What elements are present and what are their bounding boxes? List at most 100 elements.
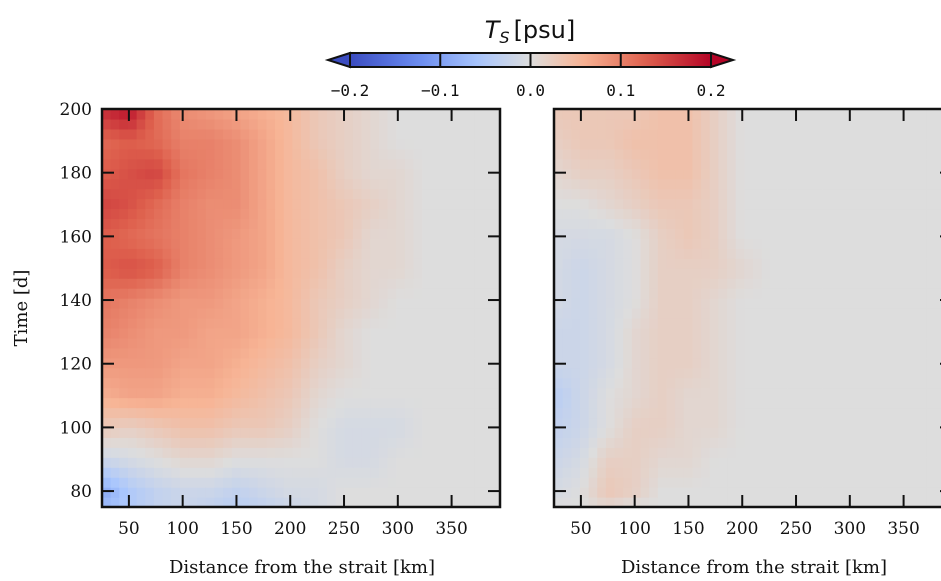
heatmap-cell (649, 288, 659, 299)
heatmap-cell (188, 407, 198, 419)
heatmap-cell (865, 487, 875, 498)
heatmap-cell (301, 188, 311, 200)
heatmap-cell (491, 118, 501, 130)
heatmap-cell (804, 208, 815, 220)
heatmap-cell (865, 367, 875, 379)
heatmap-cell (882, 218, 893, 229)
heatmap-cell (439, 308, 449, 319)
heatmap-cell (249, 158, 259, 170)
heatmap-cell (448, 387, 458, 399)
heatmap-cell (709, 487, 719, 498)
heatmap-cell (102, 367, 112, 379)
heatmap-cell (631, 198, 642, 210)
heatmap-cell (352, 387, 363, 399)
heatmap-cell (171, 298, 181, 309)
heatmap-cell (813, 218, 823, 229)
heatmap-cell (240, 308, 250, 319)
heatmap-cell (822, 278, 832, 289)
heatmap-cell (370, 278, 380, 289)
heatmap-cell (162, 497, 172, 508)
heatmap-cell (326, 397, 337, 409)
heatmap-cell (249, 327, 259, 339)
heatmap-cell (413, 308, 423, 319)
heatmap-cell (491, 377, 501, 389)
heatmap-cell (396, 138, 406, 150)
heatmap-cell (257, 288, 267, 299)
heatmap-cell (735, 497, 745, 508)
heatmap-cell (430, 357, 441, 369)
heatmap-cell (675, 188, 685, 200)
heatmap-cell (240, 248, 250, 259)
heatmap-cell (396, 158, 406, 170)
heatmap-cell (214, 367, 224, 379)
heatmap-cell (735, 437, 745, 448)
x-tick-label: 100 (618, 519, 650, 539)
heatmap-cell (223, 337, 233, 349)
heatmap-cell (640, 258, 650, 269)
heatmap-cell (422, 258, 432, 269)
heatmap-cell (127, 387, 138, 399)
heatmap-cell (744, 377, 754, 389)
heatmap-cell (439, 387, 449, 399)
heatmap-cell (275, 377, 285, 389)
heatmap-cell (413, 288, 423, 299)
heatmap-cell (709, 218, 719, 229)
heatmap-cell (439, 188, 449, 200)
heatmap-cell (597, 407, 607, 419)
heatmap-cell (257, 138, 267, 150)
heatmap-cell (761, 447, 771, 458)
heatmap-cell (839, 208, 849, 220)
heatmap-cell (891, 457, 901, 468)
heatmap-cell (162, 248, 172, 259)
heatmap-cell (344, 198, 354, 210)
heatmap-cell (830, 228, 841, 239)
heatmap-cell (891, 188, 901, 200)
heatmap-cell (865, 138, 875, 150)
heatmap-cell (848, 407, 858, 419)
x-axis-label-right: Distance from the strait [km] (621, 557, 887, 578)
heatmap-cell (188, 109, 198, 120)
heatmap-cell (309, 298, 319, 309)
heatmap-cell (848, 457, 858, 468)
heatmap-cell (162, 308, 172, 319)
heatmap-cell (605, 258, 616, 269)
heatmap-cell (231, 367, 242, 379)
heatmap-cell (231, 347, 242, 359)
heatmap-cell (179, 427, 190, 438)
heatmap-cell (597, 228, 607, 239)
heatmap-cell (744, 158, 754, 170)
heatmap-cell (865, 248, 875, 259)
heatmap-cell (588, 278, 598, 289)
heatmap-cell (197, 407, 207, 419)
heatmap-cell (813, 308, 823, 319)
heatmap-cell (709, 397, 719, 409)
heatmap-cell (136, 397, 146, 409)
heatmap-cell (917, 268, 927, 279)
heatmap-cell (491, 218, 501, 229)
heatmap-cell (240, 288, 250, 299)
heatmap-cell (675, 198, 685, 210)
heatmap-cell (727, 118, 737, 130)
heatmap-cell (266, 477, 276, 488)
heatmap-cell (413, 397, 423, 409)
heatmap-cell (102, 238, 112, 249)
heatmap-cell (571, 437, 581, 448)
heatmap-cell (640, 158, 650, 170)
x-tick-label: 200 (274, 519, 306, 539)
heatmap-cell (787, 497, 797, 508)
heatmap-cell (813, 258, 823, 269)
heatmap-cell (778, 288, 789, 299)
heatmap-cell (179, 367, 190, 379)
heatmap-cell (266, 178, 276, 190)
heatmap-cell (666, 109, 676, 120)
heatmap-cell (153, 387, 164, 399)
heatmap-cell (171, 397, 181, 409)
heatmap-cell (387, 387, 397, 399)
heatmap-cell (649, 278, 659, 289)
heatmap-cell (856, 128, 867, 140)
heatmap-cell (413, 407, 423, 419)
heatmap-cell (231, 427, 242, 438)
heatmap-cell (223, 387, 233, 399)
heatmap-cell (318, 168, 328, 180)
heatmap-cell (422, 377, 432, 389)
